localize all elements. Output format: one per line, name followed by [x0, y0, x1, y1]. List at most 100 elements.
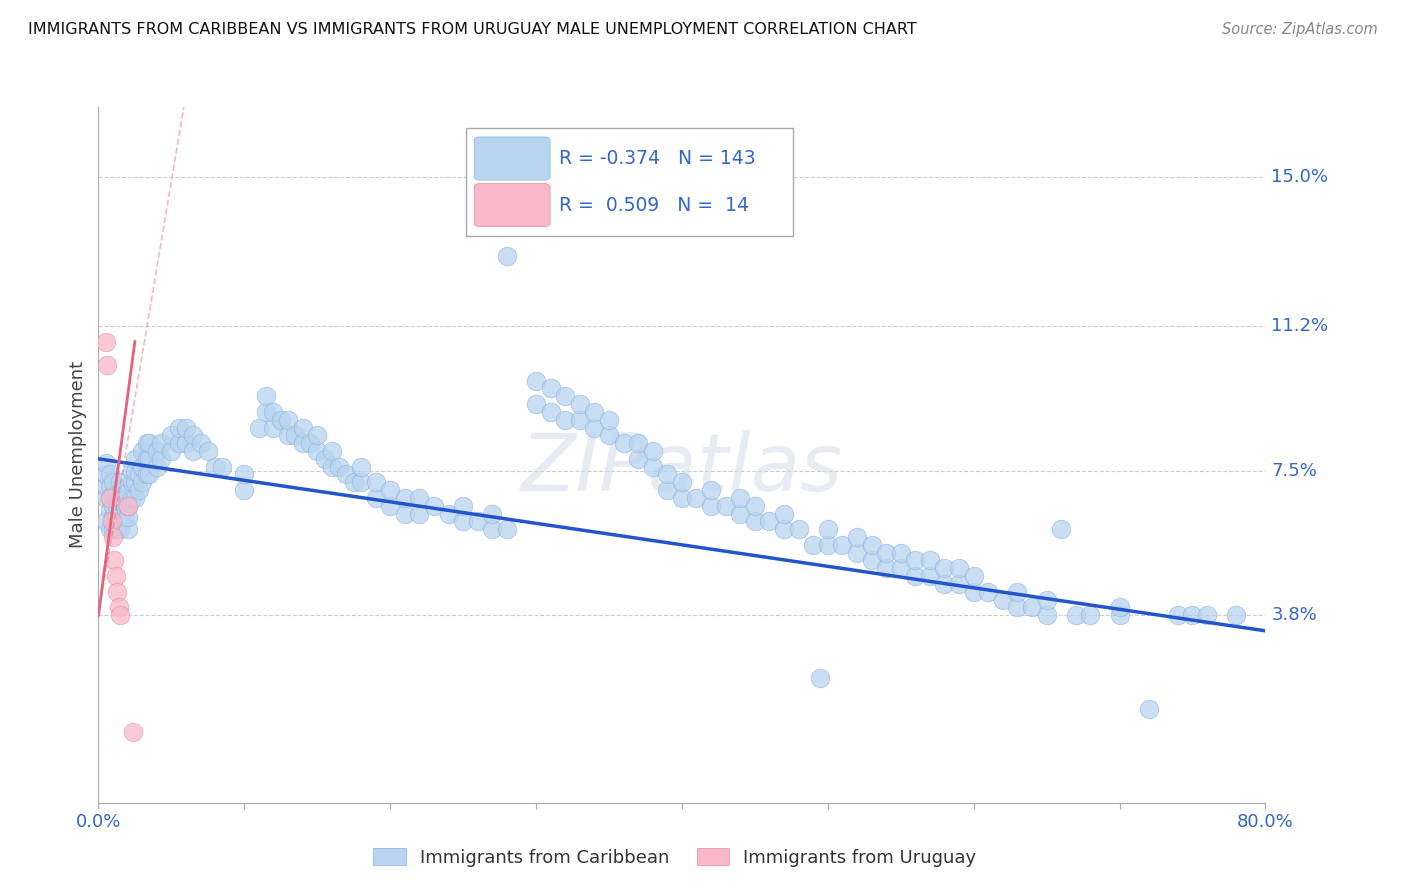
Point: [135, 451, 157, 466]
Point: [714, 499, 737, 513]
Point: [627, 451, 650, 466]
Point: [568, 413, 591, 427]
Point: [1108, 600, 1130, 615]
Point: [190, 436, 212, 450]
FancyBboxPatch shape: [465, 128, 793, 235]
Point: [98, 491, 121, 505]
Point: [110, 522, 132, 536]
Point: [810, 671, 832, 685]
Point: [98, 491, 121, 505]
Point: [875, 561, 897, 575]
Text: Source: ZipAtlas.com: Source: ZipAtlas.com: [1222, 22, 1378, 37]
Point: [364, 475, 387, 490]
Point: [1007, 584, 1029, 599]
Point: [343, 475, 366, 490]
Point: [1181, 608, 1204, 623]
Point: [110, 510, 132, 524]
Point: [598, 428, 620, 442]
Point: [117, 522, 139, 536]
Point: [167, 436, 190, 450]
Point: [101, 475, 124, 490]
Point: [94, 467, 117, 482]
Point: [262, 405, 284, 419]
Point: [121, 475, 143, 490]
Point: [247, 420, 270, 434]
Point: [378, 499, 402, 513]
Point: [890, 561, 912, 575]
Text: 7.5%: 7.5%: [1271, 461, 1317, 480]
Point: [94, 456, 117, 470]
Point: [307, 444, 329, 458]
Point: [817, 522, 839, 536]
Point: [101, 499, 124, 513]
Point: [524, 397, 547, 411]
Point: [481, 522, 503, 536]
Point: [481, 507, 503, 521]
Point: [146, 459, 169, 474]
Point: [131, 444, 153, 458]
Point: [350, 475, 373, 490]
Point: [307, 428, 329, 442]
Point: [128, 467, 150, 482]
Point: [817, 538, 839, 552]
Point: [277, 428, 299, 442]
Point: [934, 577, 956, 591]
Point: [211, 459, 233, 474]
Point: [121, 491, 143, 505]
Point: [948, 577, 970, 591]
Point: [321, 459, 343, 474]
Point: [291, 436, 314, 450]
Point: [150, 436, 173, 450]
Point: [890, 546, 912, 560]
Point: [657, 483, 679, 497]
Point: [181, 444, 204, 458]
Point: [671, 475, 693, 490]
Point: [298, 436, 321, 450]
Point: [540, 405, 562, 419]
Text: 3.8%: 3.8%: [1271, 607, 1317, 624]
Text: R = -0.374   N = 143: R = -0.374 N = 143: [560, 149, 756, 168]
Point: [124, 464, 146, 478]
Point: [918, 553, 941, 567]
Point: [350, 459, 373, 474]
Point: [150, 451, 173, 466]
Point: [408, 491, 430, 505]
Point: [110, 608, 132, 623]
Point: [110, 475, 132, 490]
Point: [94, 334, 117, 349]
Point: [124, 475, 146, 490]
Point: [845, 530, 868, 544]
Point: [364, 491, 387, 505]
Point: [277, 413, 299, 427]
Point: [524, 374, 547, 388]
Point: [117, 499, 139, 513]
Point: [451, 499, 474, 513]
Point: [262, 420, 284, 434]
Point: [773, 507, 796, 521]
Point: [103, 553, 125, 567]
Point: [641, 459, 664, 474]
Point: [831, 538, 853, 552]
Point: [728, 507, 751, 521]
Point: [495, 522, 517, 536]
Point: [1225, 608, 1247, 623]
Point: [270, 413, 292, 427]
Point: [1035, 608, 1057, 623]
Point: [254, 389, 277, 403]
Point: [110, 499, 132, 513]
Point: [1108, 608, 1130, 623]
Point: [744, 499, 766, 513]
Point: [904, 569, 927, 583]
Point: [138, 467, 160, 482]
Point: [875, 546, 897, 560]
Point: [94, 479, 117, 493]
Point: [167, 420, 190, 434]
Point: [114, 487, 136, 501]
Point: [860, 553, 883, 567]
Point: [1064, 608, 1087, 623]
Point: [627, 436, 650, 450]
FancyBboxPatch shape: [474, 137, 550, 180]
Point: [1035, 592, 1057, 607]
Point: [700, 499, 723, 513]
Point: [554, 389, 576, 403]
